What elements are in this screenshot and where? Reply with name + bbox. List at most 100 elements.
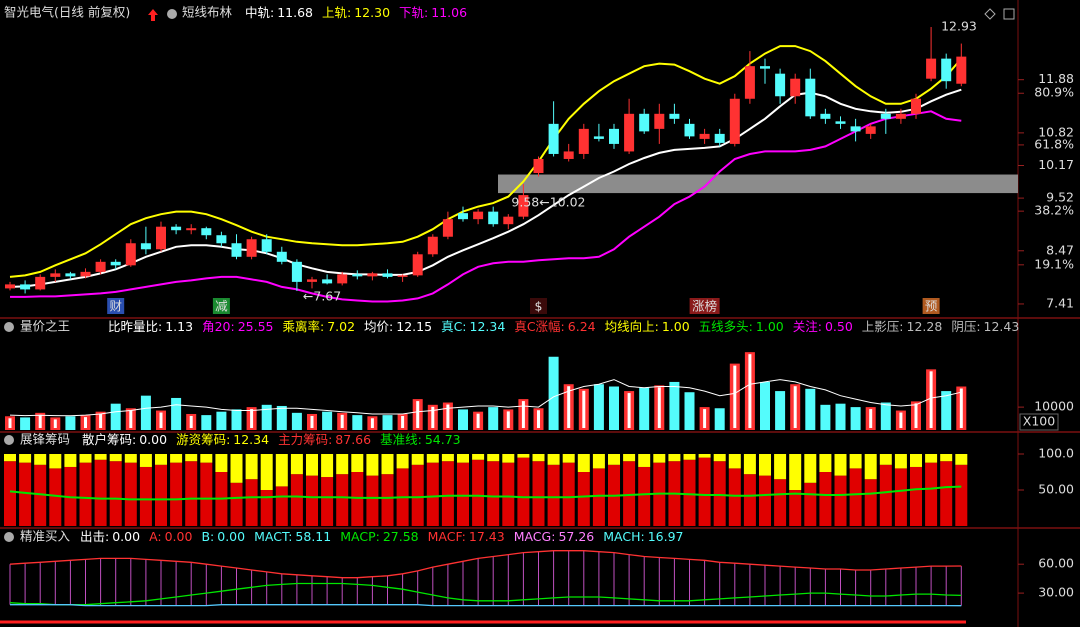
- candle-body: [609, 128, 619, 144]
- legend-value: 12.30: [354, 5, 390, 20]
- candle-body: [20, 284, 31, 290]
- chip-segment: [879, 454, 892, 465]
- chip-segment: [864, 479, 877, 526]
- legend-name: MACP:: [340, 529, 380, 544]
- candle-body: [427, 236, 438, 255]
- panel-title: 展锋筹码: [20, 432, 70, 447]
- candle-body: [850, 126, 861, 132]
- chip-segment: [728, 468, 741, 526]
- chip-segment: [517, 457, 530, 526]
- chip-segment: [638, 466, 651, 526]
- volume-bar: [850, 407, 861, 430]
- event-label: 涨榜: [692, 299, 717, 314]
- candle-body: [458, 213, 468, 220]
- candle-body: [684, 123, 695, 137]
- candle-body: [760, 66, 770, 69]
- volume-bar-core: [431, 406, 435, 428]
- legend-name: 阴压:: [951, 319, 980, 334]
- diamond-icon[interactable]: [984, 8, 996, 20]
- volume-bar: [488, 407, 499, 430]
- chip-segment: [698, 454, 711, 458]
- chip-segment: [260, 454, 273, 490]
- candle-body: [488, 211, 499, 225]
- candle-body: [926, 58, 937, 79]
- y-tick-label: 7.41: [1046, 295, 1074, 310]
- legend-name: 下轨:: [399, 5, 428, 20]
- y-tick-label: 60.00: [1038, 556, 1074, 571]
- volume-bar-core: [506, 411, 510, 428]
- event-badge: [922, 298, 940, 314]
- panel-title: 量价之王: [20, 319, 70, 334]
- chip-segment: [743, 454, 756, 475]
- legend: 中轨: 11.68 上轨: 12.30 下轨: 11.06: [245, 5, 467, 20]
- legend-value: 27.58: [383, 529, 419, 544]
- chip-segment: [94, 454, 107, 460]
- base-line: [9, 485, 962, 501]
- candle-body: [201, 228, 212, 236]
- legend-name: 上影压:: [862, 319, 904, 334]
- candle-body: [865, 126, 876, 134]
- chip-segment: [834, 454, 847, 476]
- band-line: [9, 45, 963, 278]
- chip-segment: [170, 454, 183, 463]
- chip-segment: [170, 462, 183, 526]
- volume-bar: [322, 411, 333, 430]
- legend-value: 87.66: [335, 432, 371, 447]
- chip-segment: [849, 454, 862, 469]
- legend-name: 上轨:: [322, 5, 351, 20]
- volume-bar: [609, 386, 619, 430]
- chip-segment: [502, 462, 515, 526]
- legend-value: 1.00: [662, 319, 690, 334]
- legend-value: 54.73: [425, 432, 461, 447]
- volume-ma-line: [9, 379, 962, 417]
- chip-segment: [411, 454, 424, 465]
- volume-bar: [835, 403, 846, 430]
- legend: 散户筹码: 0.00 游资筹码: 12.34 主力筹码: 87.66 基准线: 54.73: [82, 432, 461, 447]
- candle-body: [337, 274, 348, 284]
- chip-segment: [124, 462, 137, 526]
- candle-body: [639, 113, 650, 132]
- window-icon[interactable]: [1003, 8, 1015, 20]
- chip-segment: [49, 454, 62, 469]
- chip-segment: [185, 461, 198, 526]
- legend-name: MACT:: [254, 529, 292, 544]
- indicator-line: [9, 582, 962, 606]
- candle-body: [216, 235, 227, 244]
- legend-name: 散户筹码:: [82, 432, 136, 447]
- volume-bar-core: [310, 415, 314, 428]
- candle-body: [412, 254, 423, 276]
- chip-segment: [321, 454, 334, 478]
- volume-bar-core: [929, 371, 933, 428]
- chip-segment: [426, 454, 439, 463]
- candle-body: [669, 113, 680, 119]
- legend-name: 中轨:: [245, 5, 274, 20]
- chip-segment: [623, 461, 636, 526]
- price-annotation: 9.58←10.02: [511, 195, 585, 210]
- chip-segment: [351, 454, 364, 472]
- volume-bar: [65, 416, 76, 430]
- event-label: $: [535, 299, 543, 314]
- chip-segment: [955, 454, 968, 465]
- candle-body: [186, 228, 197, 231]
- candle-body: [744, 66, 755, 99]
- legend-value: 0.00: [139, 432, 167, 447]
- menu-icon: [4, 322, 14, 332]
- volume-bar: [171, 397, 182, 430]
- volume-bar-core: [370, 418, 374, 428]
- chip-segment: [230, 482, 243, 526]
- chip-segment: [79, 454, 92, 463]
- chip-segment: [894, 468, 907, 526]
- volume-bar: [261, 404, 272, 430]
- chip-segment: [487, 461, 500, 526]
- volume-bar: [941, 391, 952, 430]
- volume-bar-core: [129, 410, 133, 428]
- chip-segment: [124, 454, 137, 463]
- candle-body: [35, 276, 46, 290]
- volume-bar: [291, 412, 302, 430]
- legend: 比昨量比: 1.13 角20: 25.55 乘离率: 7.02 均价: 12.15 真C: 12.…: [108, 319, 1019, 334]
- event-label: 预: [925, 299, 938, 314]
- legend-value: 16.97: [648, 529, 684, 544]
- chip-segment: [774, 479, 787, 526]
- candle-body: [880, 113, 891, 119]
